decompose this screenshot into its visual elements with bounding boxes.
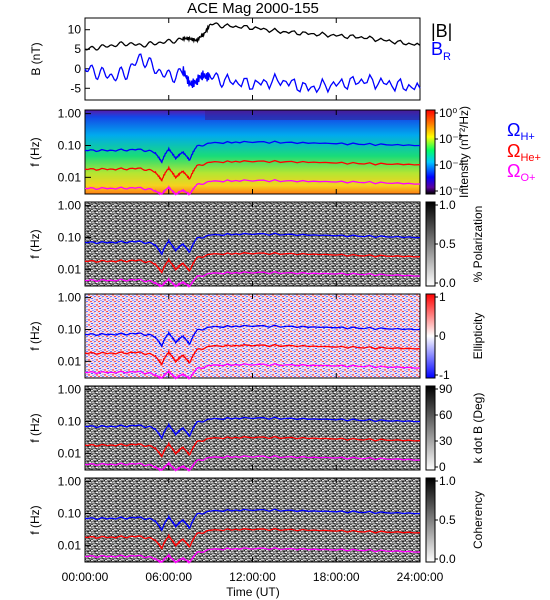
top-y-tick-label: 0	[74, 62, 81, 76]
intensity-gyro-H-plus	[84, 140, 421, 164]
polarization-gyro-H-plus	[84, 232, 421, 256]
intensity-colorbar-tick-label: 10⁻⁴	[439, 158, 464, 172]
intensity-dark-band	[205, 110, 420, 120]
polarization-gyro-He-plus	[84, 251, 421, 274]
intensity-spectrogram	[85, 110, 420, 194]
ellipticity-colorbar	[425, 293, 436, 379]
intensity-y-tick-label: 1.00	[58, 107, 82, 121]
coherency-y-axis-label: f (Hz)	[28, 505, 42, 534]
kdotb-y-tick-label: 0.01	[58, 446, 82, 460]
coherency-y-tick-label: 0.10	[58, 506, 82, 520]
intensity-colorbar-label: Intensity (nT²/Hz)	[457, 106, 471, 198]
coherency-colorbar-tick-label: 0.0	[439, 552, 456, 566]
polarization-colorbar	[425, 201, 436, 287]
ellipticity-colorbar-tick-label: 0	[439, 329, 446, 343]
ellipticity-colorbar-label: Ellipticity	[471, 313, 485, 360]
x-tick-label: 00:00:00	[62, 570, 109, 584]
kdotb-colorbar-tick-label: 60	[439, 408, 453, 422]
intensity-colorbar	[425, 109, 436, 195]
ellipticity-gyro-He-plus	[84, 343, 421, 366]
x-tick-label: 06:00:00	[145, 570, 192, 584]
kdotb-spectrogram	[85, 386, 420, 470]
top-y-tick-label: -5	[70, 81, 81, 95]
ellipticity-y-tick-label: 1.00	[58, 291, 82, 305]
polarization-colorbar-label: % Polarization	[471, 206, 485, 283]
ellipticity-y-axis-label: f (Hz)	[28, 321, 42, 350]
ellipticity-colorbar-tick-label: -1	[439, 368, 450, 382]
x-tick-label: 12:00:00	[229, 570, 276, 584]
coherency-colorbar-tick-label: 0.5	[439, 513, 456, 527]
intensity-gyro-O-plus	[84, 179, 421, 196]
coherency-gyro-O-plus	[84, 547, 421, 564]
coherency-colorbar	[425, 477, 436, 563]
polarization-y-tick-label: 0.10	[58, 230, 82, 244]
legend-br: BR	[431, 39, 451, 63]
kdotb-colorbar-tick-label: 0	[439, 460, 446, 474]
ellipticity-spectrogram	[85, 294, 420, 378]
kdotb-colorbar	[425, 385, 436, 471]
polarization-y-axis-label: f (Hz)	[28, 229, 42, 258]
kdotb-y-tick-label: 1.00	[58, 383, 82, 397]
intensity-colorbar-tick-label: 10⁻²	[439, 132, 463, 146]
polarization-colorbar-tick-label: 0.0	[439, 276, 456, 290]
coherency-colorbar-label: Coherency	[471, 491, 485, 549]
x-tick-label: 18:00:00	[313, 570, 360, 584]
intensity-y-tick-label: 0.01	[58, 170, 82, 184]
coherency-colorbar-tick-label: 1.0	[439, 474, 456, 488]
ellipticity-y-tick-label: 0.10	[58, 322, 82, 336]
kdotb-colorbar-tick-label: 30	[439, 434, 453, 448]
top-y-tick-label: 10	[68, 23, 82, 37]
polarization-y-tick-label: 1.00	[58, 199, 82, 213]
legend-btotal: |B|	[431, 21, 452, 41]
kdotb-colorbar-label: k dot B (Deg)	[471, 393, 485, 464]
intensity-y-tick-label: 0.10	[58, 138, 82, 152]
coherency-spectrogram	[85, 478, 420, 562]
coherency-y-tick-label: 1.00	[58, 475, 82, 489]
polarization-colorbar-tick-label: 1.0	[439, 198, 456, 212]
polarization-colorbar-tick-label: 0.5	[439, 237, 456, 251]
polarization-y-tick-label: 0.01	[58, 262, 82, 276]
intensity-colorbar-tick-label: 10⁻⁶	[439, 184, 464, 198]
top-y-axis-label: B (nT)	[29, 42, 43, 75]
intensity-y-axis-label: f (Hz)	[28, 137, 42, 166]
kdotb-gyro-O-plus	[84, 455, 421, 472]
kdotb-colorbar-tick-label: 90	[439, 382, 453, 396]
top-y-tick-label: 5	[74, 42, 81, 56]
kdotb-gyro-He-plus	[84, 435, 421, 458]
br-line	[84, 53, 421, 94]
intensity-gyro-He-plus	[84, 159, 421, 182]
polarization-gyro-O-plus	[84, 271, 421, 288]
legend-omega-H-plus: ΩH+	[507, 120, 535, 143]
ellipticity-gyro-O-plus	[84, 363, 421, 380]
ellipticity-colorbar-tick-label: 1	[439, 290, 446, 304]
kdotb-gyro-H-plus	[84, 416, 421, 440]
intensity-colorbar-tick-label: 10⁰	[439, 106, 457, 120]
coherency-gyro-H-plus	[84, 508, 421, 532]
x-tick-label: 24:00:00	[397, 570, 444, 584]
coherency-gyro-He-plus	[84, 527, 421, 550]
coherency-y-tick-label: 0.01	[58, 538, 82, 552]
kdotb-y-axis-label: f (Hz)	[28, 413, 42, 442]
kdotb-y-tick-label: 0.10	[58, 414, 82, 428]
polarization-spectrogram	[85, 202, 420, 286]
ellipticity-gyro-H-plus	[84, 324, 421, 348]
btotal-line	[84, 22, 421, 51]
x-axis-label: Time (UT)	[226, 585, 280, 599]
ellipticity-y-tick-label: 0.01	[58, 354, 82, 368]
chart-title: ACE Mag 2000-155	[187, 0, 319, 17]
legend-omega-O-plus: ΩO+	[507, 161, 535, 184]
